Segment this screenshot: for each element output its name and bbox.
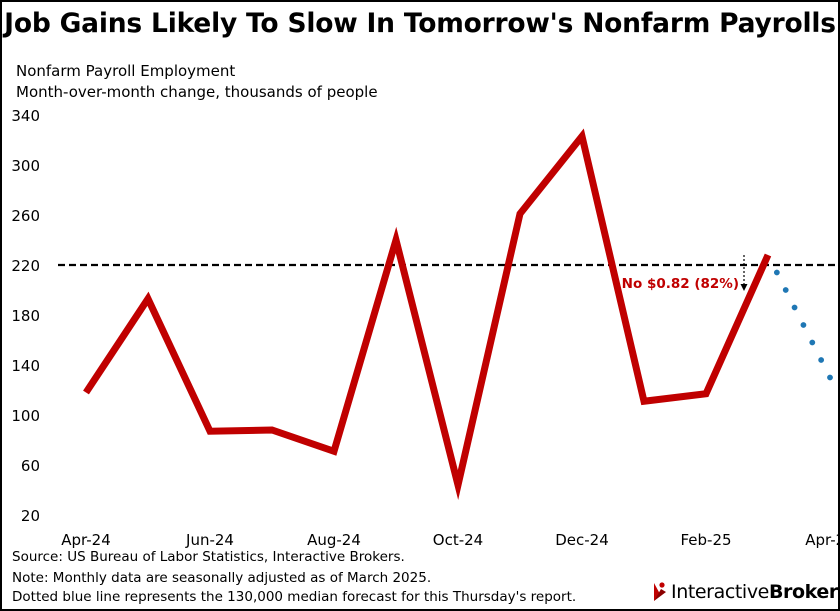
y-tick-label: 340: [11, 107, 40, 125]
logo-text-brokers: Brokers: [768, 581, 840, 603]
annotation-arrow-head: [740, 284, 748, 291]
x-tick-label: Apr-25: [805, 531, 838, 549]
y-tick-label: 220: [11, 257, 40, 275]
forecast-point: [827, 374, 833, 381]
chart-title: Job Gains Likely To Slow In Tomorrow's N…: [4, 8, 836, 39]
y-tick-label: 300: [11, 157, 40, 175]
forecast-note: Dotted blue line represents the 130,000 …: [12, 589, 577, 605]
x-tick-label: Aug-24: [307, 531, 361, 549]
y-tick-label: 140: [11, 357, 40, 375]
x-tick-label: Apr-24: [61, 531, 111, 549]
adjustment-note: Note: Monthly data are seasonally adjust…: [12, 570, 432, 586]
annotation-label: No $0.82 (82%): [622, 276, 739, 292]
forecast-point: [818, 357, 825, 363]
y-tick-label: 100: [11, 407, 40, 425]
x-tick-label: Feb-25: [680, 531, 731, 549]
y-tick-label: 260: [11, 207, 40, 225]
x-tick-label: Dec-24: [555, 531, 609, 549]
forecast-point: [773, 269, 780, 276]
chart-units: Month-over-month change, thousands of pe…: [16, 83, 378, 101]
forecast-point: [809, 339, 816, 346]
forecast-point: [791, 304, 798, 311]
ib-logo-icon: [654, 582, 666, 601]
x-tick-label: Jun-24: [185, 531, 234, 549]
logo-text-interactive: Interactive: [671, 581, 769, 603]
y-tick-label: 60: [21, 457, 40, 475]
actual-series-line: [83, 128, 772, 500]
forecast-point: [782, 287, 789, 293]
source-note: Source: US Bureau of Labor Statistics, I…: [12, 549, 405, 565]
chart-subtitle: Nonfarm Payroll Employment: [16, 62, 236, 80]
y-tick-label: 20: [21, 507, 40, 525]
x-tick-label: Oct-24: [433, 531, 483, 549]
forecast-point: [800, 322, 807, 328]
y-tick-label: 180: [11, 307, 40, 325]
